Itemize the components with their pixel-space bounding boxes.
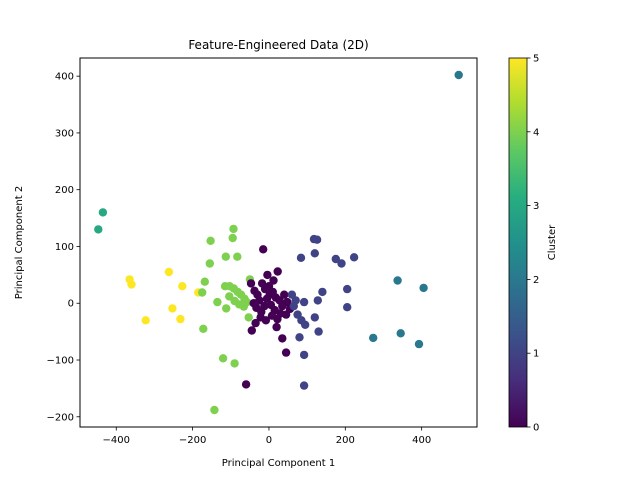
data-point bbox=[314, 327, 323, 336]
data-point bbox=[247, 326, 256, 335]
data-point bbox=[393, 276, 402, 285]
y-tick-label: 100 bbox=[55, 242, 74, 253]
y-tick-label: 300 bbox=[55, 128, 74, 139]
data-point bbox=[289, 301, 298, 311]
data-point bbox=[230, 359, 239, 368]
data-point bbox=[98, 208, 108, 217]
data-point bbox=[257, 279, 267, 288]
data-point bbox=[233, 252, 242, 261]
data-point bbox=[281, 348, 291, 357]
y-tick-label: 0 bbox=[68, 299, 74, 310]
data-point bbox=[199, 324, 208, 333]
data-point bbox=[218, 354, 228, 363]
data-point bbox=[198, 288, 207, 297]
colorbar-tick-label: 4 bbox=[533, 127, 539, 138]
data-point bbox=[168, 304, 177, 313]
colorbar-tick-label: 0 bbox=[533, 423, 539, 434]
points-layer bbox=[94, 70, 463, 415]
data-point bbox=[205, 259, 214, 268]
y-axis-label: Principal Component 2 bbox=[14, 186, 25, 299]
data-point bbox=[265, 290, 274, 299]
data-point bbox=[228, 233, 237, 243]
x-tick-label: 0 bbox=[266, 435, 272, 446]
data-point bbox=[178, 282, 187, 291]
colorbar bbox=[508, 57, 528, 428]
data-point bbox=[206, 236, 215, 245]
data-point bbox=[246, 279, 256, 288]
data-point bbox=[312, 235, 322, 244]
data-point bbox=[419, 283, 428, 293]
colorbar-tick-label: 2 bbox=[533, 275, 539, 286]
data-point bbox=[127, 280, 136, 289]
data-point bbox=[141, 316, 150, 325]
colorbar-tick-label: 3 bbox=[533, 201, 539, 212]
data-point bbox=[295, 333, 304, 342]
x-axis-label: Principal Component 1 bbox=[222, 458, 335, 469]
colorbar-axis: 0 1 2 3 4 5 bbox=[527, 54, 539, 434]
data-point bbox=[242, 297, 251, 307]
data-point bbox=[261, 316, 271, 325]
data-point bbox=[260, 301, 269, 311]
data-point bbox=[213, 297, 222, 307]
data-point bbox=[251, 318, 260, 328]
y-tick-label: 400 bbox=[55, 72, 74, 83]
colorbar-label: Cluster bbox=[547, 224, 558, 260]
data-point bbox=[278, 334, 287, 343]
data-point bbox=[269, 276, 278, 285]
y-tick-label: 200 bbox=[55, 185, 74, 196]
data-point bbox=[337, 259, 346, 268]
data-point bbox=[396, 329, 405, 338]
x-tick-label: −200 bbox=[179, 435, 206, 446]
data-point bbox=[343, 303, 352, 312]
data-point bbox=[331, 254, 340, 264]
data-point bbox=[296, 253, 306, 262]
data-point bbox=[273, 267, 282, 276]
data-point bbox=[283, 297, 292, 307]
x-tick-label: −400 bbox=[103, 435, 130, 446]
data-point bbox=[343, 284, 352, 294]
data-point bbox=[301, 320, 310, 329]
y-axis: −200 −100 0 100 200 300 400 bbox=[47, 72, 80, 423]
data-point bbox=[280, 290, 289, 299]
data-point bbox=[281, 310, 291, 319]
chart-title: Feature-Engineered Data (2D) bbox=[188, 38, 368, 52]
data-point bbox=[210, 405, 219, 415]
data-point bbox=[318, 287, 327, 297]
data-point bbox=[229, 224, 238, 234]
data-point bbox=[299, 297, 309, 307]
data-point bbox=[164, 267, 174, 277]
data-point bbox=[349, 253, 359, 262]
y-tick-label: −200 bbox=[47, 412, 74, 423]
plot-area-frame bbox=[79, 57, 478, 428]
data-point bbox=[299, 350, 309, 360]
data-point bbox=[241, 380, 251, 389]
data-point bbox=[369, 333, 378, 343]
colorbar-tick-label: 1 bbox=[533, 349, 539, 360]
x-tick-label: 200 bbox=[336, 435, 355, 446]
colorbar-tick-label: 5 bbox=[533, 54, 539, 65]
data-point bbox=[272, 322, 281, 332]
data-point bbox=[454, 70, 463, 80]
data-point bbox=[200, 277, 209, 286]
data-point bbox=[263, 270, 272, 280]
x-axis: −400 −200 0 200 400 bbox=[103, 427, 431, 446]
data-point bbox=[414, 339, 424, 349]
y-tick-label: −100 bbox=[47, 356, 74, 367]
x-tick-label: 400 bbox=[412, 435, 431, 446]
data-point bbox=[299, 381, 309, 390]
data-point bbox=[221, 252, 230, 261]
data-point bbox=[244, 313, 253, 322]
data-point bbox=[176, 314, 185, 324]
data-point bbox=[259, 245, 268, 254]
data-point bbox=[310, 313, 319, 322]
data-point bbox=[222, 304, 231, 313]
data-point bbox=[310, 249, 319, 258]
data-point bbox=[94, 225, 103, 234]
data-point bbox=[313, 296, 322, 305]
